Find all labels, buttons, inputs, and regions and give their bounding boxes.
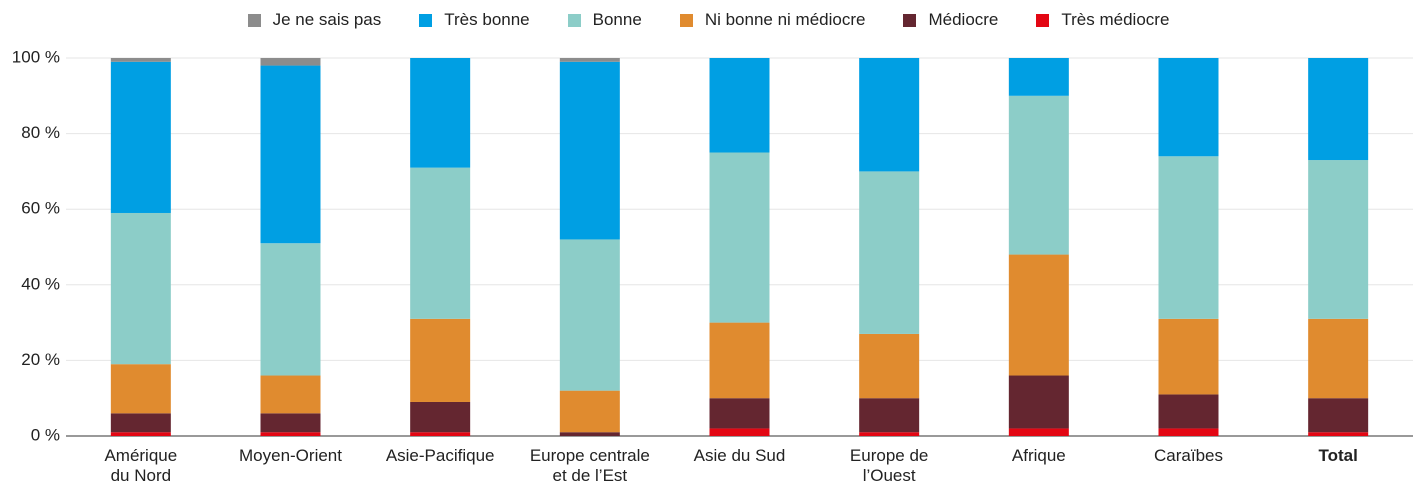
bar-segment [260, 432, 321, 436]
legend-item: Ni bonne ni médiocre [679, 10, 866, 30]
bar-segment [1008, 254, 1069, 376]
y-tick-label: 60 % [21, 199, 60, 218]
bar-segment [709, 398, 770, 429]
x-tick-label: Amérique du Nord [104, 446, 178, 485]
x-tick-label: Asie-Pacifique [385, 446, 495, 465]
y-tick-label: 40 % [21, 274, 60, 293]
bar-segment [110, 432, 171, 436]
legend: Je ne sais pas Très bonne Bonne Ni bonne ni… [0, 10, 1417, 30]
bar-segment [1158, 428, 1219, 436]
bar-segment [1008, 95, 1069, 255]
bar-segment [410, 58, 471, 168]
y-tick-label: 100 % [12, 47, 60, 66]
legend-label: Médiocre [928, 10, 999, 29]
bar-segment [709, 322, 770, 399]
x-tick-label: Europe centrale et de l’Est [529, 446, 650, 485]
bar-segment [709, 152, 770, 323]
legend-item: Je ne sais pas [247, 10, 382, 30]
bar-segment [1308, 58, 1369, 161]
bar-segment [1158, 394, 1219, 429]
legend-swatch [567, 13, 581, 27]
bar-segment [1158, 58, 1219, 157]
bar-segment [1308, 160, 1369, 319]
bar-segment [260, 65, 321, 244]
legend-label: Très bonne [444, 10, 530, 29]
bar-segment [110, 212, 171, 365]
x-tick-label: Europe de l’Ouest [849, 446, 929, 485]
bar-segment [410, 167, 471, 319]
bar-segment [1308, 432, 1369, 436]
x-tick-label: Caraïbes [1154, 446, 1223, 465]
x-tick-label: Moyen-Orient [239, 446, 342, 465]
bar-segment [859, 58, 920, 172]
legend-label: Bonne [592, 10, 642, 29]
bar-segment [859, 398, 920, 433]
bar-segment [709, 428, 770, 436]
bar-segment [1158, 318, 1219, 395]
legend-swatch [419, 13, 433, 27]
legend-label: Je ne sais pas [272, 10, 382, 29]
bar-segment [859, 432, 920, 436]
bar-segment [859, 333, 920, 399]
y-tick-label: 80 % [21, 123, 60, 142]
legend-swatch [247, 13, 261, 27]
legend-swatch [903, 13, 917, 27]
bar-segment [1008, 58, 1069, 96]
bar-segment [260, 243, 321, 376]
legend-label: Très médiocre [1061, 10, 1170, 29]
bar-segment [410, 318, 471, 402]
legend-label: Ni bonne ni médiocre [704, 10, 866, 29]
bar-segment [410, 401, 471, 433]
bar-segment [559, 239, 620, 391]
legend-swatch [679, 13, 693, 27]
bar-segment [110, 364, 171, 414]
legend-item: Bonne [567, 10, 642, 30]
x-tick-label: Total [1318, 446, 1358, 465]
bar-segment [410, 432, 471, 436]
bar-segment [110, 413, 171, 433]
bar-segment [559, 432, 620, 436]
bar-segment [859, 171, 920, 334]
bar-segment [110, 61, 171, 213]
bar-segment [260, 58, 321, 66]
bar-segment [559, 390, 620, 433]
bar-segment [559, 58, 620, 62]
y-tick-label: 20 % [21, 350, 60, 369]
bar-segment [1158, 156, 1219, 319]
x-tick-label: Afrique [1011, 446, 1066, 465]
x-tick-label: Asie du Sud [693, 446, 786, 465]
legend-item: Très bonne [419, 10, 530, 30]
bar-segment [559, 61, 620, 240]
bar-segment [110, 58, 171, 62]
bar-segment [260, 375, 321, 414]
bar-segment [1008, 375, 1069, 429]
bar-segment [1308, 398, 1369, 433]
legend-item: Très médiocre [1036, 10, 1169, 30]
legend-swatch [1036, 13, 1050, 27]
y-tick-label: 0 % [31, 425, 60, 444]
bar-segment [1308, 318, 1369, 399]
bar-segment [1008, 428, 1069, 436]
bar-segment [709, 58, 770, 153]
legend-item: Médiocre [903, 10, 998, 30]
bar-segment [260, 413, 321, 433]
